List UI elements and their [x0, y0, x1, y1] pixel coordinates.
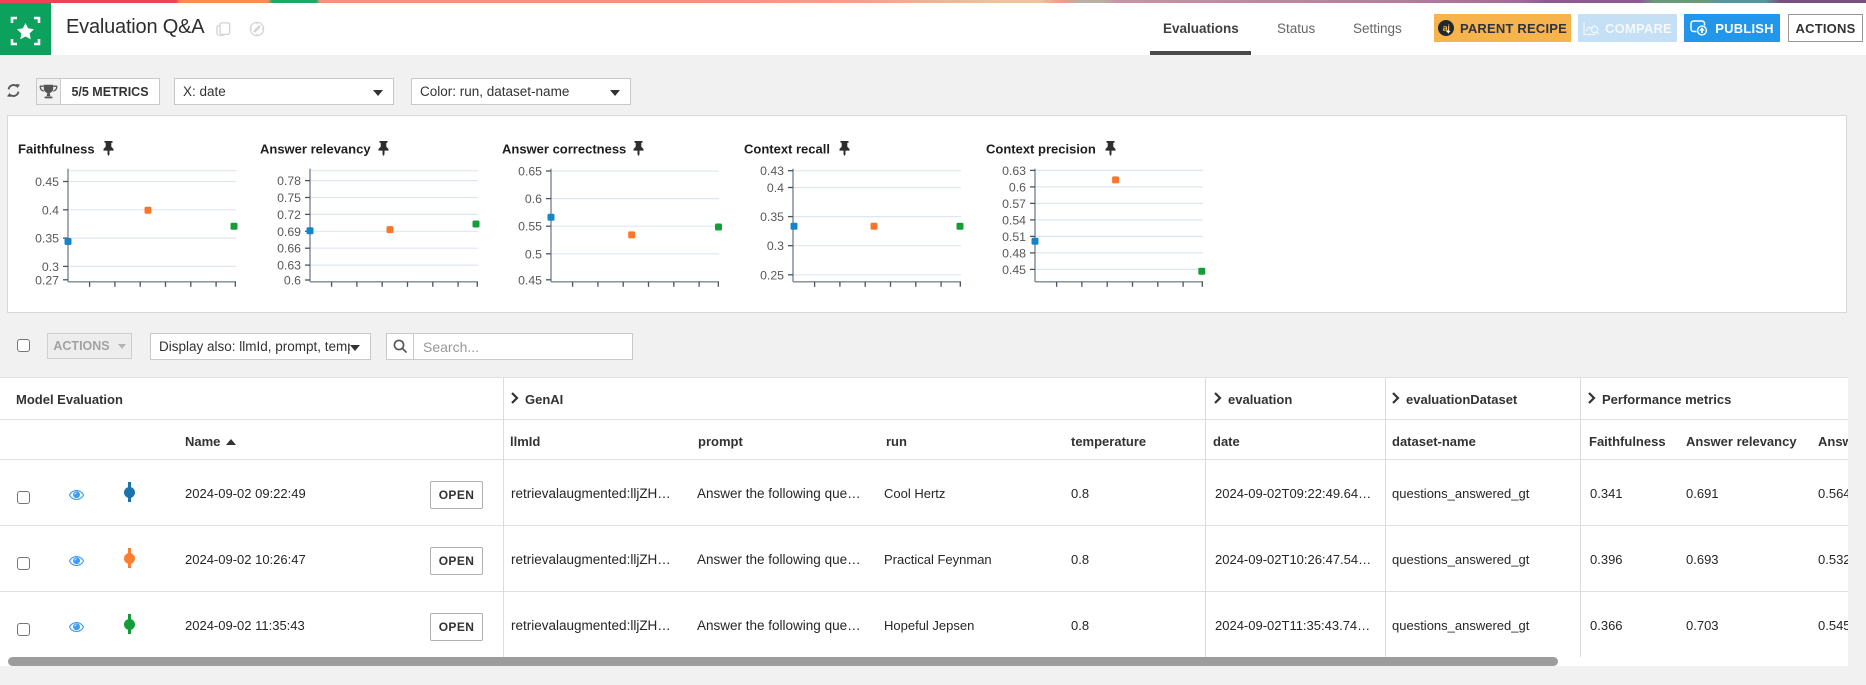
svg-text:0.66: 0.66 — [277, 242, 301, 256]
svg-text:0.63: 0.63 — [1002, 164, 1026, 178]
svg-text:0.35: 0.35 — [760, 210, 784, 224]
svg-text:0.3: 0.3 — [767, 239, 784, 253]
svg-text:0.6: 0.6 — [1009, 180, 1026, 194]
svg-text:0.5: 0.5 — [525, 247, 542, 261]
svg-text:Context recall: Context recall — [744, 142, 830, 157]
svg-text:0.65: 0.65 — [518, 165, 542, 179]
svg-text:0.25: 0.25 — [760, 268, 784, 282]
svg-text:0.4: 0.4 — [42, 203, 59, 217]
svg-text:0.3: 0.3 — [42, 260, 59, 274]
svg-text:0.55: 0.55 — [518, 220, 542, 234]
svg-text:0.57: 0.57 — [1002, 197, 1026, 211]
svg-text:Faithfulness: Faithfulness — [18, 142, 95, 157]
svg-text:0.54: 0.54 — [1002, 213, 1026, 227]
svg-text:0.45: 0.45 — [35, 175, 59, 189]
svg-text:0.45: 0.45 — [518, 273, 542, 287]
svg-text:Answer relevancy: Answer relevancy — [260, 142, 371, 157]
svg-text:i: i — [1447, 23, 1450, 33]
svg-text:0.43: 0.43 — [760, 164, 784, 178]
svg-text:0.45: 0.45 — [1002, 263, 1026, 277]
svg-text:0.6: 0.6 — [525, 192, 542, 206]
svg-text:0.27: 0.27 — [35, 273, 59, 287]
svg-text:0.4: 0.4 — [767, 181, 784, 195]
svg-text:0.63: 0.63 — [277, 259, 301, 273]
svg-text:Context precision: Context precision — [986, 142, 1096, 157]
svg-text:0.78: 0.78 — [277, 174, 301, 188]
svg-text:0.75: 0.75 — [277, 191, 301, 205]
svg-text:0.72: 0.72 — [277, 208, 301, 222]
svg-text:0.51: 0.51 — [1002, 230, 1026, 244]
svg-text:0.6: 0.6 — [284, 274, 301, 288]
svg-text:Answer correctness: Answer correctness — [502, 142, 626, 157]
svg-text:0.69: 0.69 — [277, 225, 301, 239]
svg-text:0.35: 0.35 — [35, 232, 59, 246]
svg-text:a: a — [1443, 23, 1449, 33]
svg-text:0.48: 0.48 — [1002, 246, 1026, 260]
